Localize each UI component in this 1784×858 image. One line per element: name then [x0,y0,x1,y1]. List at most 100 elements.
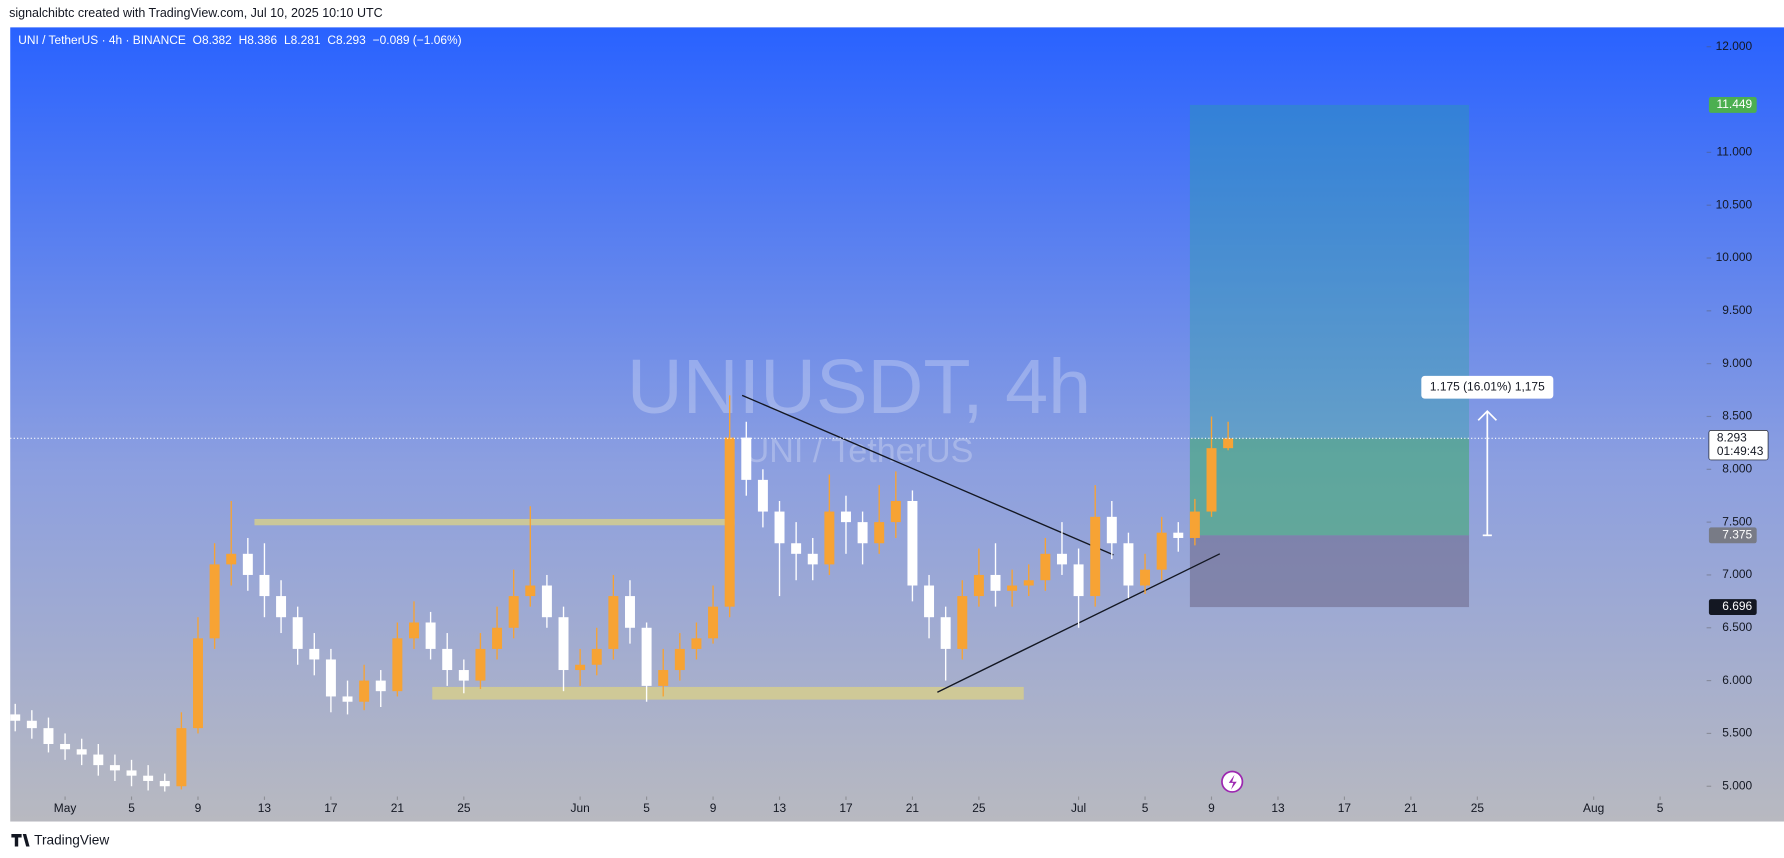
x-tick-label: Jun [571,801,590,815]
candle-body [624,596,635,628]
candle-body [259,574,270,597]
legend-value: 8.281 [291,33,321,47]
candle-body [907,500,918,586]
x-tick-label: 21 [906,801,920,815]
x-tick-label: 5 [643,801,650,815]
legend-key: C [327,33,336,47]
candle-body [1056,553,1067,565]
candle-body [957,596,968,649]
measure-label-box [1421,375,1554,399]
x-tick-label: 25 [457,801,471,815]
target-tag-bg [1708,96,1757,113]
candle-body [43,728,54,744]
position-open-profit [1189,438,1470,536]
candle-body [242,553,253,575]
x-tick-label: 17 [1338,801,1352,815]
candle-body [641,627,652,686]
position-stop-zone [1189,535,1470,608]
candle-body [309,648,320,660]
candle-body [1173,532,1184,538]
legend-change: −0.089 (−1.06%) [373,33,462,47]
last-price-tag-bg [1708,430,1769,461]
candle-body [1206,448,1217,512]
candle-body [10,714,21,721]
x-tick-label: May [54,801,77,815]
y-tick-label: 9.000 [1722,356,1752,370]
countdown: 01:49:43 [1717,444,1764,458]
candle-body [973,574,984,597]
candle-body [608,596,619,649]
candle-body [176,728,187,787]
candle-body [109,765,120,771]
candle-body [458,670,469,681]
y-tick-label: 12.000 [1716,39,1753,53]
legend-key: H [239,33,248,47]
x-tick-label: 9 [195,801,202,815]
candle-body [525,585,536,597]
candle-body [159,780,170,787]
candle-body [940,617,951,649]
x-tick-label: 13 [258,801,272,815]
y-tick-label: 6.000 [1722,673,1752,687]
plot: 5.000 5.500 6.000 6.500 7.000 7.500 8.000 8.500… [10,39,1769,815]
x-tick-label: 13 [773,801,787,815]
zone [432,686,1024,700]
candle-body [674,648,685,671]
candle-body [193,638,203,729]
candle-body [325,659,336,697]
credit: signalchibtc created with TradingView.co… [9,6,383,20]
candle-body [409,622,419,639]
last-price-tag: 8.293 [1717,431,1747,445]
candle-body [492,627,503,649]
position-target-zone [1189,104,1470,536]
stop-tag: 6.696 [1722,599,1752,613]
candle-body [708,606,719,639]
candle-body [840,511,851,523]
y-tick-label: 8.500 [1722,409,1752,423]
candle-body [741,437,752,480]
candle-body [890,500,901,523]
legend-value: 8.386 [247,33,277,47]
candle-body [791,543,802,554]
candle-body [209,564,220,639]
x-tick-label: 17 [839,801,853,815]
candle-body [1073,564,1084,597]
candle-body [276,596,287,618]
x-tick-label: 5 [1657,801,1664,815]
brand-logo [11,834,30,847]
candle-body [359,680,370,702]
candle-body [857,522,868,544]
y-tick-label: 11.000 [1717,145,1753,159]
measure-arrowhead [1477,409,1498,421]
candle-body [591,648,602,665]
stop-tag-bg [1708,599,1757,616]
candle-body [1090,516,1101,597]
legend-value: 8.293 [336,33,366,47]
candle-body [824,511,835,565]
x-tick-label: 25 [1471,801,1485,815]
candle-body [1106,516,1117,544]
target-tag: 11.449 [1717,97,1753,111]
candle-body [1123,543,1134,586]
x-tick-label: 5 [1142,801,1149,815]
y-tick-label: 8.000 [1722,461,1752,475]
legend-value: 8.382 [202,33,232,47]
x-tick-label: 5 [128,801,135,815]
candle-body [541,585,552,618]
candle-body [724,437,735,607]
candle-body [392,638,403,692]
brand: TradingView [34,832,109,847]
symbol-legend: UNI / TetherUS · 4h · BINANCE O8.382 H8.38… [18,33,461,47]
candle-body [1223,438,1234,449]
x-tick-label: Aug [1583,801,1604,815]
candle-body [1007,585,1018,591]
y-tick-label: 10.500 [1716,197,1753,211]
y-tick-label: 5.000 [1722,778,1752,792]
candle-body [1140,569,1151,586]
y-tick-label: 5.500 [1722,726,1752,740]
y-tick-label: 7.500 [1722,514,1752,528]
x-tick-label: 21 [1404,801,1418,815]
candle-body [558,617,569,671]
